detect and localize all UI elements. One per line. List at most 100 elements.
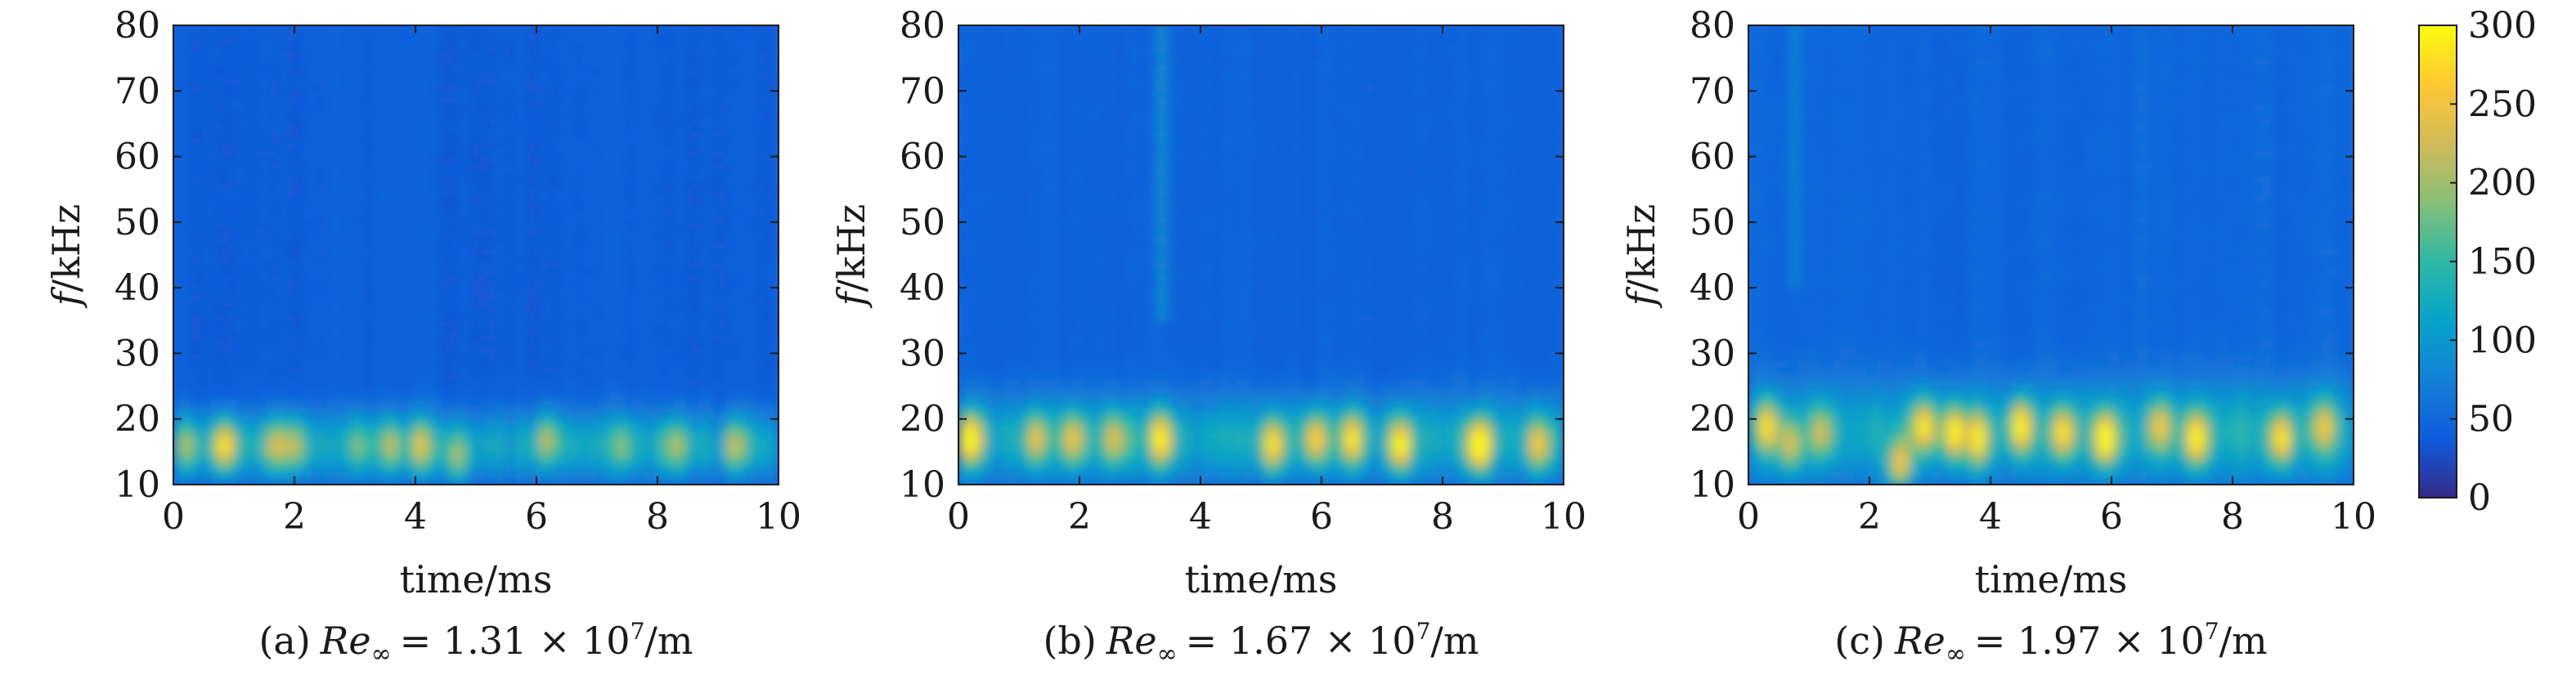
heatmap-cell: [334, 228, 339, 236]
heatmap-cell: [234, 208, 239, 217]
heatmap-cell: [355, 392, 360, 400]
heatmap-cell: [258, 301, 263, 308]
heatmap-cell: [262, 71, 267, 78]
heatmap-cell: [407, 445, 412, 453]
heatmap-cell: [314, 169, 320, 177]
heatmap-cell: [334, 143, 339, 151]
heatmap-cell: [427, 136, 433, 145]
heatmap-cell: [370, 386, 376, 394]
heatmap-cell: [351, 294, 356, 302]
heatmap-cell: [447, 268, 452, 275]
heatmap-cell: [447, 45, 452, 52]
heatmap-cell: [439, 340, 445, 347]
heatmap-cell: [173, 215, 178, 223]
heatmap-cell: [262, 202, 267, 210]
heatmap-cell: [181, 221, 186, 230]
heatmap-cell: [411, 445, 416, 453]
heatmap-cell: [351, 405, 356, 413]
heatmap-cell: [326, 195, 331, 203]
heatmap-cell: [375, 202, 380, 210]
heatmap-cell: [375, 333, 380, 341]
heatmap-cell: [387, 78, 392, 85]
heatmap-cell: [294, 294, 299, 302]
heatmap-cell: [258, 97, 263, 105]
heatmap-cell: [362, 346, 368, 355]
heatmap-cell: [358, 281, 364, 288]
heatmap-cell: [447, 169, 452, 177]
heatmap-cell: [294, 399, 299, 407]
heatmap-cell: [399, 262, 404, 269]
heatmap-cell: [451, 221, 456, 230]
heatmap-cell: [370, 110, 376, 118]
heatmap-cell: [435, 262, 441, 269]
heatmap-cell: [234, 275, 239, 282]
heatmap-cell: [439, 78, 445, 85]
heatmap-cell: [262, 268, 267, 275]
heatmap-cell: [415, 78, 420, 85]
heatmap-cell: [318, 123, 324, 132]
heatmap-cell: [209, 464, 214, 472]
heatmap-cell: [355, 255, 360, 262]
heatmap-cell: [197, 208, 203, 217]
heatmap-cell: [439, 221, 445, 230]
heatmap-cell: [241, 360, 247, 368]
heatmap-cell: [306, 136, 312, 145]
heatmap-cell: [185, 373, 191, 381]
heatmap-cell: [258, 38, 263, 46]
heatmap-cell: [177, 78, 182, 85]
heatmap-cell: [358, 136, 364, 145]
heatmap-cell: [435, 392, 441, 400]
heatmap-cell: [286, 262, 291, 269]
heatmap-cell: [205, 333, 210, 341]
heatmap-cell: [322, 445, 328, 453]
heatmap-cell: [209, 262, 214, 269]
heatmap-cell: [415, 288, 420, 295]
heatmap-cell: [286, 412, 291, 420]
heatmap-cell: [439, 438, 445, 446]
heatmap-cell: [258, 294, 263, 302]
heatmap-cell: [218, 130, 222, 138]
heatmap-cell: [391, 425, 396, 433]
heatmap-cell: [343, 405, 348, 413]
heatmap-cell: [370, 301, 376, 308]
heatmap-cell: [181, 438, 186, 446]
heatmap-cell: [258, 228, 263, 236]
heatmap-cell: [274, 262, 279, 269]
heatmap-cell: [222, 379, 227, 387]
heatmap-cell: [245, 156, 251, 164]
heatmap-cell: [403, 418, 408, 427]
heatmap-cell: [254, 294, 259, 302]
heatmap-cell: [189, 288, 195, 295]
heatmap-cell: [258, 346, 263, 355]
heatmap-cell: [193, 288, 199, 295]
heatmap-cell: [278, 262, 283, 269]
heatmap-cell: [391, 288, 396, 295]
heatmap-cell: [383, 248, 388, 256]
heatmap-cell: [391, 320, 396, 328]
heatmap-cell: [334, 458, 339, 466]
heatmap-cell: [343, 150, 348, 158]
heatmap-cell: [310, 281, 316, 288]
heatmap-cell: [334, 208, 339, 217]
heatmap-cell: [375, 235, 380, 243]
heatmap-cell: [181, 104, 186, 111]
heatmap-cell: [282, 71, 287, 78]
heatmap-cell: [282, 45, 287, 52]
heatmap-cell: [262, 451, 267, 459]
heatmap-cell: [355, 458, 360, 466]
heatmap-cell: [189, 51, 195, 59]
heatmap-cell: [274, 275, 279, 282]
heatmap-cell: [460, 346, 464, 355]
heatmap-cell: [362, 268, 368, 275]
heatmap-cell: [270, 78, 275, 85]
heatmap-cell: [399, 301, 404, 308]
heatmap-cell: [435, 405, 441, 413]
heatmap-cell: [431, 51, 437, 59]
heatmap-cell: [306, 373, 312, 381]
heatmap-cell: [306, 431, 312, 440]
heatmap-cell: [343, 228, 348, 236]
heatmap-cell: [391, 110, 396, 118]
heatmap-cell: [218, 241, 222, 249]
heatmap-cell: [399, 182, 404, 190]
heatmap-cell: [218, 373, 222, 381]
